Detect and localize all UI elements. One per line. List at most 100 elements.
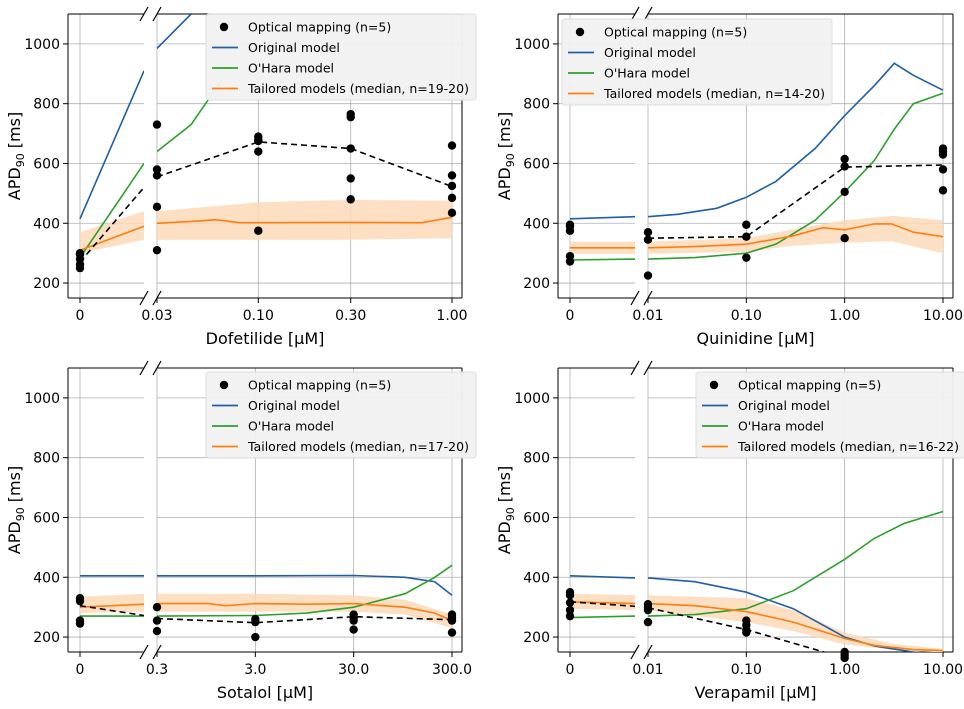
y-axis-label-main: APD: [5, 521, 24, 554]
x-tick-label: 10.00: [923, 308, 963, 324]
legend: Optical mapping (n=5) Original model O'Har…: [205, 371, 477, 459]
optical-data-point: [565, 220, 575, 229]
legend-label: Tailored models (median, n=14-20): [603, 86, 825, 101]
y-tick-label: 1000: [24, 37, 60, 53]
legend-box: [561, 18, 833, 106]
y-axis-label-subscript: 90: [14, 507, 27, 521]
series-original-model-line: [648, 577, 922, 652]
axis-break-mark: [152, 360, 162, 376]
x-tick-label: 0.03: [141, 308, 172, 324]
optical-data-point: [346, 109, 355, 119]
optical-data-point: [447, 208, 457, 217]
legend-marker-optical: [709, 380, 719, 390]
legend-label: Tailored models (median, n=16-22): [737, 439, 959, 454]
legend-label: Optical mapping (n=5): [738, 378, 881, 393]
y-axis-label-main: APD: [5, 167, 24, 200]
x-tick-label: 10.00: [923, 662, 963, 678]
panel-sotalol: 200 400 600 800 1000 0 0.3 3.0 30.0 300.0 Sotalol …: [5, 360, 477, 702]
axis-break-mark: [630, 360, 640, 376]
optical-data-point: [938, 186, 948, 195]
optical-mean-dashed-line: [157, 141, 453, 188]
optical-data-point: [643, 271, 653, 280]
optical-data-point: [152, 602, 162, 612]
optical-data-point: [349, 610, 358, 619]
optical-data-point: [938, 165, 948, 174]
optical-data-point: [254, 226, 263, 235]
legend-label: O'Hara model: [604, 66, 690, 81]
x-tick-label: 0: [76, 308, 85, 324]
y-axis-label-main: APD: [495, 167, 514, 200]
y-tick-label: 800: [33, 97, 60, 113]
legend-label: Tailored models (median, n=17-20): [247, 439, 469, 454]
y-axis-label-subscript: 90: [504, 507, 517, 521]
x-tick-label: 1.00: [829, 308, 860, 324]
optical-data-point: [447, 193, 457, 203]
optical-data-point: [840, 154, 849, 164]
optical-data-point: [254, 132, 263, 141]
optical-data-point: [346, 144, 355, 153]
x-tick-label: 0.01: [632, 662, 663, 678]
optical-data-point: [346, 195, 355, 204]
optical-data-point: [75, 616, 85, 625]
optical-data-point: [643, 235, 653, 244]
optical-data-point: [565, 605, 575, 615]
panel-dofetilide: 200 400 600 800 1000 0 0.03 0.10 0.30 1.00 Dofetil…: [5, 6, 477, 348]
optical-data-point: [251, 632, 260, 642]
optical-data-point: [152, 165, 162, 174]
optical-data-point: [565, 611, 575, 621]
y-tick-label: 1000: [514, 391, 550, 407]
x-tick-label: 0.10: [731, 662, 762, 678]
series-o-hara-line: [569, 258, 635, 261]
optical-data-point: [840, 187, 849, 197]
legend-label: Optical mapping (n=5): [248, 20, 391, 35]
y-tick-label: 600: [523, 510, 550, 526]
optical-data-point: [643, 228, 653, 237]
optical-data-point: [447, 610, 457, 619]
legend: Optical mapping (n=5) Original model O'Har…: [695, 371, 964, 459]
series-original-model-line: [157, 574, 453, 596]
y-axis-label-main: APD: [495, 521, 514, 554]
series-original-model-line: [569, 215, 635, 220]
optical-data-point: [565, 598, 575, 607]
legend-marker-optical: [575, 27, 585, 37]
tailored-range-band: [157, 593, 452, 629]
y-tick-label: 1000: [24, 391, 60, 407]
optical-data-point: [742, 220, 751, 229]
y-tick-label: 200: [523, 276, 550, 292]
optical-data-point: [643, 617, 653, 627]
x-tick-label: 0: [566, 308, 575, 324]
optical-mean-dashed-line: [157, 615, 453, 624]
x-tick-label: 0.10: [243, 308, 274, 324]
optical-data-point: [152, 171, 162, 180]
axis-break-mark: [139, 290, 149, 306]
x-axis-label: Quinidine [μM]: [697, 329, 815, 348]
optical-data-point: [447, 171, 457, 180]
panel-quinidine: 200 400 600 800 1000 0 0.01 0.10 1.00 10.00 Quinid…: [495, 6, 963, 348]
legend-box: [205, 371, 477, 459]
y-axis-label-subscript: 90: [14, 153, 27, 167]
optical-data-point: [152, 202, 162, 212]
y-tick-label: 200: [523, 630, 550, 646]
optical-data-point: [447, 181, 457, 191]
legend-box: [205, 13, 477, 101]
y-axis-label-unit: [ms]: [5, 112, 24, 154]
optical-data-point: [251, 614, 260, 624]
optical-mean-dashed-line: [79, 186, 144, 263]
optical-data-point: [742, 232, 751, 241]
y-tick-label: 1000: [514, 37, 550, 53]
optical-data-point: [75, 593, 85, 603]
y-tick-label: 600: [523, 156, 550, 172]
legend-label: Optical mapping (n=5): [604, 25, 747, 40]
optical-data-point: [840, 162, 849, 171]
legend-marker-optical: [219, 22, 229, 32]
series-tailored-models-line: [648, 223, 944, 249]
legend-marker-optical: [219, 380, 229, 390]
y-axis-label: APD90 [ms]: [5, 466, 27, 554]
y-tick-label: 400: [33, 570, 60, 586]
y-tick-label: 400: [523, 216, 550, 232]
x-tick-label: 0: [76, 662, 85, 678]
x-tick-label: 0.10: [731, 308, 762, 324]
x-tick-label: 0.3: [146, 662, 168, 678]
y-axis-label-unit: [ms]: [495, 112, 514, 154]
optical-data-point: [447, 141, 457, 150]
